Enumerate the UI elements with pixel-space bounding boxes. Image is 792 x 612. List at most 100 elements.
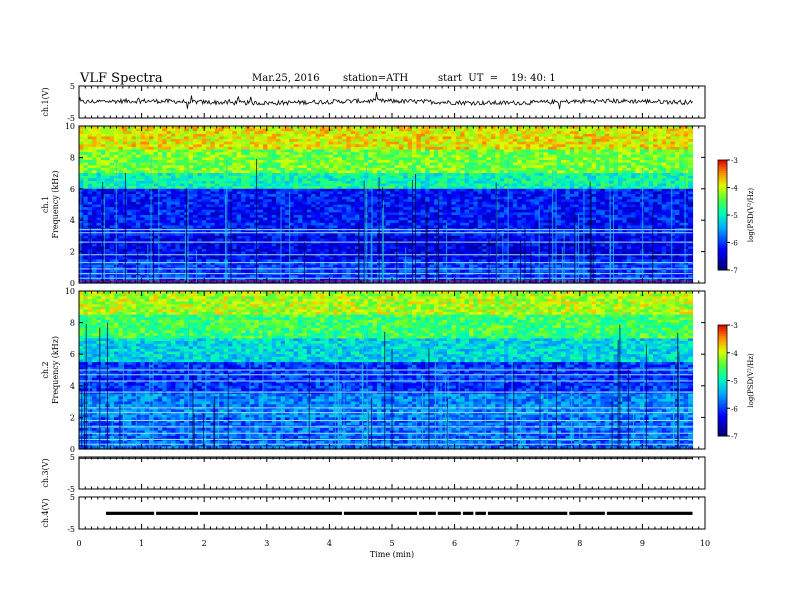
spectrogram-cell — [425, 160, 431, 164]
spectrogram-cell — [249, 275, 255, 279]
spectrogram-cell — [372, 165, 378, 169]
spectrogram-cell — [333, 246, 339, 250]
spectrogram-cell — [175, 139, 181, 143]
spectrogram-cell — [376, 165, 382, 169]
spectrogram-cell — [306, 277, 312, 281]
spectrogram-cell — [127, 207, 133, 211]
spectrogram-cell — [236, 144, 242, 148]
spectrogram-cell — [100, 256, 106, 261]
spectrogram-cell — [254, 131, 260, 135]
spectrogram-cell — [140, 233, 146, 237]
spectrogram-cell — [105, 264, 111, 268]
spectrogram-cell — [412, 186, 418, 190]
spectrogram-cell — [368, 162, 374, 166]
spectrogram-cell — [206, 131, 212, 135]
spectrogram-cell — [420, 162, 426, 166]
spectrogram-cell — [201, 235, 207, 240]
spectrogram-cell — [398, 186, 404, 190]
spectrogram-cell — [232, 275, 238, 279]
spectrogram-cell — [131, 188, 137, 193]
spectrogram-cell — [324, 165, 330, 169]
spectrogram-cell — [416, 131, 422, 135]
spectrogram-cell — [236, 160, 242, 164]
spectrogram-cell — [206, 128, 212, 132]
spectrogram-cell — [267, 220, 273, 224]
spectrogram-cell — [280, 128, 286, 132]
spectrogram-cell — [100, 217, 106, 221]
spectrogram-cell — [223, 246, 229, 250]
spectrogram-cell — [188, 136, 194, 140]
spectrogram-cell — [328, 173, 334, 177]
spectrogram-cell — [420, 217, 426, 221]
spectrogram-cell — [109, 194, 115, 198]
spectrogram-cell — [179, 160, 185, 164]
spectrogram-cell — [372, 277, 378, 281]
spectrogram-cell — [210, 157, 216, 161]
spectrogram-cell — [100, 251, 106, 255]
spectrogram-cell — [219, 196, 225, 200]
spectrogram-cell — [179, 133, 185, 138]
spectrogram-cell — [214, 217, 220, 221]
spectrogram-cell — [381, 183, 387, 187]
spectrogram-cell — [276, 209, 282, 213]
spectrogram-cell — [135, 170, 141, 174]
spectrogram-cell — [390, 141, 396, 145]
spectrogram-cell — [219, 180, 225, 185]
spectrogram-cell — [127, 167, 133, 172]
spectrogram-cell — [298, 269, 304, 274]
spectrogram-cell — [271, 235, 277, 240]
spectrogram-cell — [245, 141, 251, 145]
spectrogram-cell — [175, 180, 181, 185]
spectrogram-cell — [341, 248, 347, 253]
spectrogram-cell — [179, 126, 185, 130]
spectrogram-cell — [368, 188, 374, 193]
spectrogram-cell — [201, 238, 207, 242]
spectrogram-cell — [355, 220, 361, 224]
spectrogram-cell — [372, 209, 378, 213]
spectrogram-cell — [324, 207, 330, 211]
spectrogram-cell — [350, 277, 356, 281]
spectrogram-cell — [197, 141, 203, 145]
spectrogram-cell — [333, 194, 339, 198]
spectrogram-cell — [346, 264, 352, 268]
spectrogram-cell — [162, 160, 168, 164]
spectrogram-cell — [153, 191, 159, 195]
spectrogram-cell — [162, 194, 168, 198]
spectrogram-cell — [118, 248, 124, 253]
spectrogram-cell — [333, 217, 339, 221]
spectrogram-cell — [79, 204, 84, 208]
spectrogram-cell — [236, 194, 242, 198]
spectrogram-cell — [346, 126, 352, 130]
spectrogram-cell — [249, 183, 255, 187]
spectrogram-cell — [166, 170, 172, 174]
spectrogram-cell — [403, 238, 409, 242]
spectrogram-cell — [236, 136, 242, 140]
spectrogram-cell — [236, 272, 242, 276]
spectrogram-cell — [157, 220, 163, 224]
spectrogram-cell — [100, 214, 106, 219]
spectrogram-cell — [355, 235, 361, 240]
spectrogram-cell — [92, 180, 98, 185]
spectrogram-cell — [385, 272, 391, 276]
spectrogram-cell — [311, 144, 317, 148]
spectrogram-cell — [105, 254, 111, 258]
spectrogram-cell — [341, 194, 347, 198]
spectrogram-cell — [188, 277, 194, 281]
spectrogram-cell — [293, 126, 299, 130]
spectrogram-cell — [245, 199, 251, 203]
spectrogram-cell — [289, 225, 295, 229]
spectrogram-cell — [302, 248, 308, 253]
spectrogram-cell — [341, 139, 347, 143]
spectrogram-cell — [188, 275, 194, 279]
spectrogram-cell — [109, 246, 115, 250]
spectrogram-cell — [245, 201, 251, 206]
spectrogram-cell — [184, 139, 190, 143]
spectrogram-cell — [92, 167, 98, 172]
spectrogram-cell — [188, 175, 194, 179]
spectrogram-cell — [420, 204, 426, 208]
spectrogram-cell — [118, 144, 124, 148]
spectrogram-cell — [83, 264, 89, 268]
spectrogram-cell — [298, 233, 304, 237]
spectrogram-cell — [131, 128, 137, 132]
spectrogram-cell — [284, 173, 290, 177]
